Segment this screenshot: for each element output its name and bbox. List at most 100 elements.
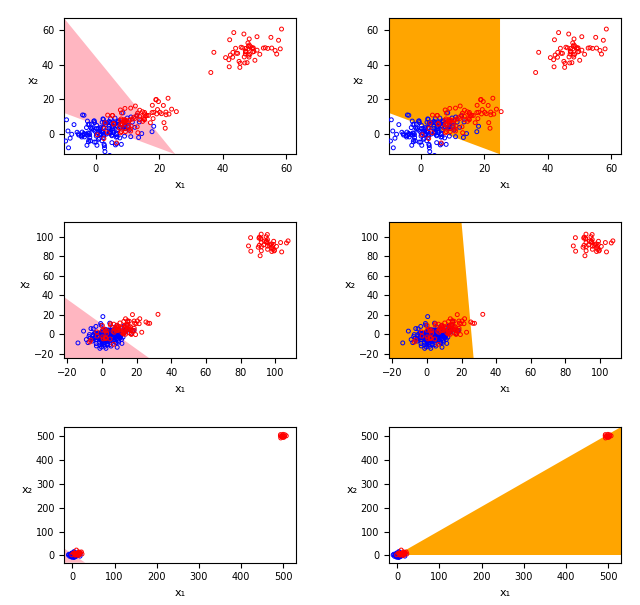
Point xyxy=(552,53,563,62)
Point xyxy=(101,344,111,353)
Point xyxy=(258,43,268,53)
Point xyxy=(109,128,119,137)
Point xyxy=(111,332,121,341)
Point xyxy=(397,549,408,559)
Point xyxy=(451,329,461,338)
Point xyxy=(606,238,616,248)
Point xyxy=(115,116,125,125)
Point xyxy=(442,123,452,133)
Point xyxy=(429,127,440,137)
Point xyxy=(448,122,458,132)
Point xyxy=(107,336,117,345)
Point xyxy=(396,551,406,561)
Point xyxy=(606,431,616,440)
Point xyxy=(69,550,79,560)
Point xyxy=(107,111,117,120)
Point xyxy=(119,115,129,125)
Point xyxy=(579,232,589,242)
Point xyxy=(259,240,269,250)
Point xyxy=(70,551,80,560)
Point xyxy=(457,122,467,132)
Point xyxy=(392,549,402,558)
Point xyxy=(394,552,404,561)
Point xyxy=(396,549,406,558)
Point xyxy=(267,43,277,53)
Point xyxy=(380,126,390,136)
Point xyxy=(492,104,502,114)
Point xyxy=(421,330,431,340)
Point xyxy=(449,316,459,326)
Point xyxy=(79,326,89,336)
Point xyxy=(454,325,464,335)
Point xyxy=(440,119,451,129)
Point xyxy=(548,55,559,65)
Point xyxy=(125,325,135,335)
Point xyxy=(596,241,607,251)
Point xyxy=(247,43,257,53)
Point xyxy=(394,547,404,557)
Point xyxy=(70,549,81,558)
Point xyxy=(435,323,445,333)
Point xyxy=(423,327,433,337)
Point xyxy=(156,109,166,119)
Point xyxy=(252,45,262,55)
Point xyxy=(134,132,144,142)
Point xyxy=(433,336,444,345)
Point xyxy=(166,104,177,114)
Point xyxy=(67,549,77,558)
Point xyxy=(428,333,438,342)
Point xyxy=(385,136,396,146)
Point xyxy=(412,336,422,346)
Point xyxy=(426,344,436,353)
Point xyxy=(74,548,84,558)
Point xyxy=(396,549,406,559)
Point xyxy=(100,341,110,351)
Point xyxy=(414,137,424,147)
Point xyxy=(445,127,455,137)
Point xyxy=(396,548,406,558)
Point xyxy=(77,131,88,140)
X-axis label: x₁: x₁ xyxy=(499,180,510,189)
Point xyxy=(99,325,109,335)
Point xyxy=(241,44,251,53)
Point xyxy=(275,238,285,247)
Point xyxy=(243,241,253,251)
Point xyxy=(429,339,440,349)
Point xyxy=(410,333,420,343)
Point xyxy=(429,128,440,138)
Point xyxy=(419,340,429,350)
Point xyxy=(73,549,83,558)
Point xyxy=(72,550,82,560)
Point xyxy=(108,126,118,136)
Point xyxy=(554,28,564,38)
Point xyxy=(570,233,580,243)
Point xyxy=(466,317,476,327)
Point xyxy=(105,320,115,330)
Point xyxy=(415,329,426,338)
Point xyxy=(71,549,81,558)
Point xyxy=(228,53,238,62)
Point xyxy=(440,333,450,342)
Point xyxy=(106,332,116,342)
Point xyxy=(431,332,441,342)
Point xyxy=(447,122,458,132)
Point xyxy=(394,550,404,560)
Point xyxy=(267,247,277,257)
Point xyxy=(396,549,406,558)
Point xyxy=(81,129,92,139)
Point xyxy=(67,129,77,139)
Point xyxy=(84,130,95,140)
Point xyxy=(143,111,154,120)
Point xyxy=(400,549,410,558)
Point xyxy=(403,326,413,336)
Point xyxy=(127,117,138,127)
Point xyxy=(72,550,83,560)
Point xyxy=(436,138,446,148)
Point xyxy=(411,324,421,333)
Point xyxy=(102,118,112,128)
Point xyxy=(486,110,496,120)
Point xyxy=(97,321,108,330)
Point xyxy=(382,136,392,145)
Point xyxy=(602,431,612,441)
Point xyxy=(427,331,437,341)
